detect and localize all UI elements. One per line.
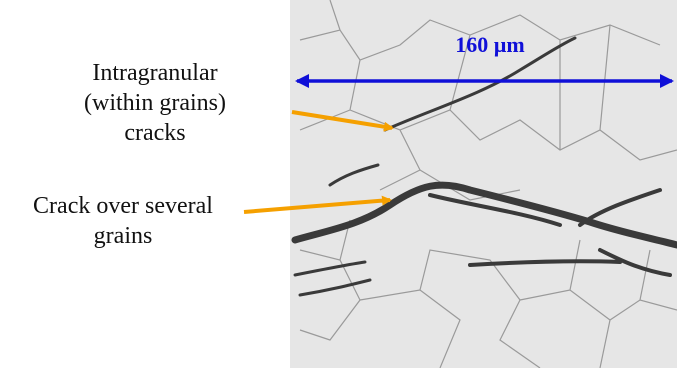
scale-label: 160 µm xyxy=(455,32,525,57)
figure: 160 µm Intragranular (within grains) cra… xyxy=(0,0,677,368)
annotation: Crack over several grains xyxy=(33,193,213,249)
label-line: (within grains) xyxy=(84,90,226,116)
label-line: Intragranular xyxy=(92,60,217,86)
label-line: grains xyxy=(94,223,153,249)
label-line: Crack over several xyxy=(33,193,213,219)
annotation: Intragranular (within grains) cracks xyxy=(84,60,226,146)
label-line: cracks xyxy=(124,120,185,146)
